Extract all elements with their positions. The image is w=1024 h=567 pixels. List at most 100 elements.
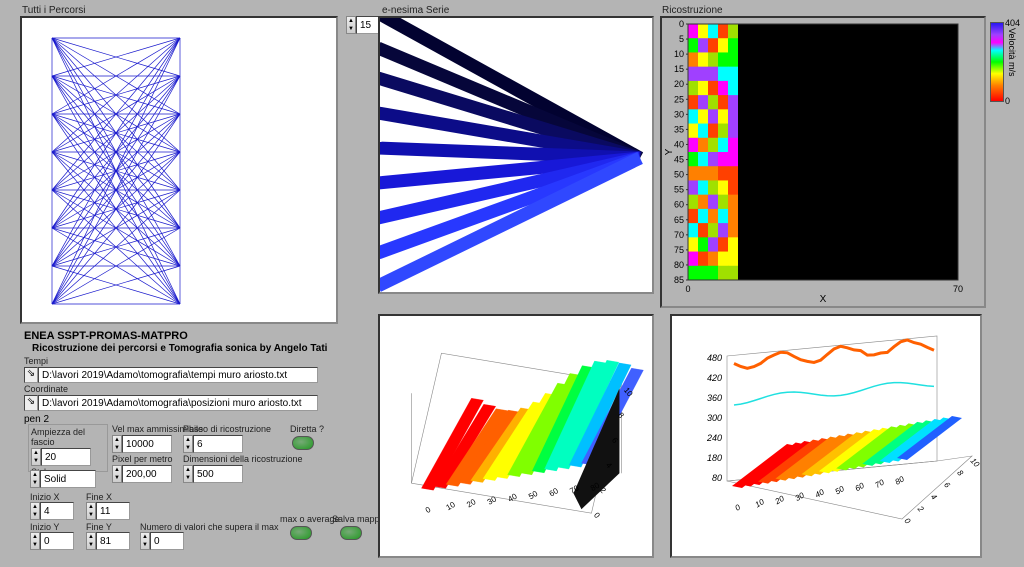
- diretta-led[interactable]: [292, 436, 314, 450]
- inizioY-input[interactable]: [40, 532, 74, 550]
- fineY-input[interactable]: [96, 532, 130, 550]
- spinner-icon[interactable]: ▲▼: [346, 16, 356, 34]
- fineX-label: Fine X: [86, 492, 112, 502]
- passo-label: Passo di ricostruzione: [183, 424, 271, 434]
- svg-text:65: 65: [674, 215, 684, 225]
- svg-text:60: 60: [548, 486, 561, 499]
- svg-text:300: 300: [707, 413, 722, 423]
- spinner-icon[interactable]: ▲▼: [30, 502, 40, 520]
- dim-label: Dimensioni della ricostruzione: [183, 454, 303, 464]
- spinner-icon[interactable]: ▲▼: [140, 532, 150, 550]
- passo-input[interactable]: [193, 435, 243, 453]
- svg-text:0: 0: [679, 19, 684, 29]
- svg-text:5: 5: [679, 34, 684, 44]
- inizioX-label: Inizio X: [30, 492, 60, 502]
- pen2-ampiezza-group: Ampiezza del fascio ▲▼ Style: [28, 424, 108, 472]
- svg-text:480: 480: [707, 353, 722, 363]
- velmax-input[interactable]: [122, 435, 172, 453]
- colorbar-min: 0: [1005, 96, 1010, 106]
- svg-text:40: 40: [814, 487, 827, 500]
- spinner-icon[interactable]: ▲▼: [86, 502, 96, 520]
- svg-text:0: 0: [685, 284, 690, 294]
- tempi-label: Tempi: [24, 356, 48, 366]
- svg-text:Y: Y: [664, 148, 675, 155]
- ricostruzione-plot: 0510152025303540455055606570758085070XY: [660, 16, 986, 308]
- svg-text:10: 10: [445, 500, 458, 513]
- colorbar-label: Velocità m/s: [1007, 28, 1017, 77]
- svg-text:75: 75: [674, 245, 684, 255]
- spinner-icon[interactable]: ▲▼: [112, 435, 122, 453]
- tempi-browse-button[interactable]: ⇘: [24, 367, 38, 383]
- svg-text:40: 40: [506, 491, 519, 504]
- svg-text:50: 50: [834, 484, 847, 497]
- percorsi-plot: [20, 16, 338, 324]
- svg-text:30: 30: [674, 109, 684, 119]
- svg-text:420: 420: [707, 373, 722, 383]
- svg-text:50: 50: [527, 489, 540, 502]
- svg-text:60: 60: [674, 200, 684, 210]
- svg-text:70: 70: [874, 477, 887, 490]
- spinner-icon[interactable]: ▲▼: [31, 448, 41, 466]
- svg-text:360: 360: [707, 393, 722, 403]
- coordinate-label: Coordinate: [24, 384, 68, 394]
- surface3d-right: 4804203603002401808001020304050607080024…: [670, 314, 982, 558]
- surface3d-left: 010203040506070800246810: [378, 314, 654, 558]
- svg-text:X: X: [820, 294, 827, 305]
- inizioY-label: Inizio Y: [30, 522, 59, 532]
- spinner-icon[interactable]: ▲▼: [86, 532, 96, 550]
- spinner-icon[interactable]: ▲▼: [30, 470, 40, 488]
- salva-label: Salva mappa: [332, 514, 385, 524]
- salva-switch[interactable]: [340, 526, 362, 540]
- svg-text:20: 20: [773, 494, 787, 507]
- svg-text:30: 30: [794, 490, 807, 503]
- svg-text:180: 180: [707, 453, 722, 463]
- coord-browse-button[interactable]: ⇘: [24, 395, 38, 411]
- ampiezza-input[interactable]: [41, 448, 91, 466]
- colorbar: [990, 22, 1004, 102]
- svg-text:70: 70: [674, 230, 684, 240]
- pixel-label: Pixel per metro: [112, 454, 173, 464]
- svg-text:10: 10: [754, 497, 767, 510]
- svg-text:50: 50: [674, 170, 684, 180]
- numval-input[interactable]: [150, 532, 184, 550]
- maxavg-label: max o average: [280, 514, 340, 524]
- serie-index-input[interactable]: [356, 16, 380, 34]
- svg-text:80: 80: [674, 260, 684, 270]
- diretta-label: Diretta ?: [290, 424, 324, 434]
- svg-text:70: 70: [953, 284, 963, 294]
- tempi-path-input[interactable]: [38, 367, 318, 383]
- serie-index-field[interactable]: ▲▼: [346, 16, 380, 34]
- fineX-input[interactable]: [96, 502, 130, 520]
- svg-text:0: 0: [734, 502, 743, 512]
- colorbar-max: 404: [1005, 18, 1020, 28]
- svg-text:240: 240: [706, 433, 722, 443]
- pixel-input[interactable]: [122, 465, 172, 483]
- spinner-icon[interactable]: ▲▼: [183, 465, 193, 483]
- svg-text:35: 35: [674, 124, 684, 134]
- style-input[interactable]: [40, 470, 96, 488]
- svg-text:10: 10: [969, 456, 980, 469]
- svg-text:80: 80: [712, 473, 722, 483]
- coord-path-input[interactable]: [38, 395, 318, 411]
- svg-text:0: 0: [424, 505, 433, 515]
- dim-input[interactable]: [193, 465, 243, 483]
- spinner-icon[interactable]: ▲▼: [183, 435, 193, 453]
- svg-text:2: 2: [915, 504, 926, 514]
- inizioX-input[interactable]: [40, 502, 74, 520]
- svg-text:10: 10: [674, 49, 684, 59]
- header-line1: ENEA SSPT-PROMAS-MATPRO: [24, 330, 188, 342]
- svg-text:40: 40: [674, 139, 684, 149]
- numval-label: Numero di valori che supera il max: [140, 522, 279, 532]
- spinner-icon[interactable]: ▲▼: [30, 532, 40, 550]
- svg-text:0: 0: [903, 516, 913, 526]
- svg-text:20: 20: [465, 497, 478, 510]
- svg-text:0: 0: [592, 511, 602, 521]
- ampiezza-label: Ampiezza del fascio: [31, 427, 105, 447]
- svg-text:15: 15: [674, 64, 684, 74]
- svg-text:25: 25: [674, 94, 684, 104]
- serie-plot: [378, 16, 654, 294]
- svg-text:20: 20: [674, 79, 684, 89]
- svg-text:45: 45: [674, 155, 684, 165]
- spinner-icon[interactable]: ▲▼: [112, 465, 122, 483]
- maxavg-switch[interactable]: [290, 526, 312, 540]
